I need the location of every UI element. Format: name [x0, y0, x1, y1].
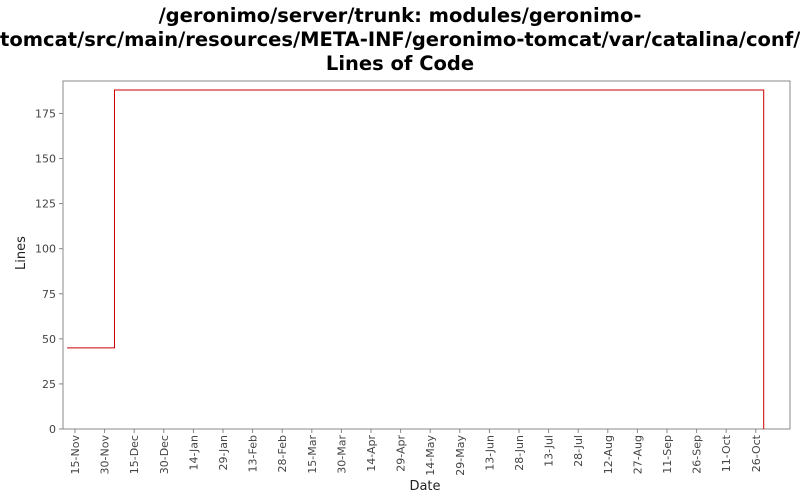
x-axis-label: Date — [409, 479, 440, 494]
x-tick-label: 29-Apr — [395, 435, 408, 472]
x-tick-label: 13-Jun — [483, 435, 496, 471]
y-tick-label: 150 — [35, 153, 56, 166]
x-tick-label: 11-Oct — [720, 434, 733, 472]
x-tick-label: 14-May — [424, 435, 437, 476]
x-tick-label: 26-Oct — [750, 434, 763, 472]
x-tick-label: 13-Feb — [247, 435, 260, 472]
x-tick-label: 15-Dec — [128, 435, 141, 474]
x-tick-label: 27-Aug — [631, 435, 644, 474]
y-tick-label: 50 — [42, 333, 56, 346]
x-tick-label: 29-Jan — [217, 435, 230, 471]
x-tick-label: 28-Jun — [513, 435, 526, 471]
y-tick-label: 75 — [42, 288, 56, 301]
y-tick-label: 100 — [35, 243, 56, 256]
x-tick-label: 14-Jan — [187, 435, 200, 471]
x-tick-label: 14-Apr — [365, 435, 378, 472]
y-tick-label: 175 — [35, 107, 56, 120]
x-tick-label: 15-Nov — [69, 435, 82, 475]
x-tick-label: 15-Mar — [306, 435, 319, 474]
y-axis: 0 25 50 75 100 125 150 175 — [35, 107, 63, 436]
x-tick-label: 28-Feb — [276, 435, 289, 472]
x-tick-label: 11-Sep — [661, 435, 674, 474]
x-tick-label: 29-May — [454, 435, 467, 476]
y-tick-label: 25 — [42, 378, 56, 391]
x-tick-label: 28-Jul — [572, 435, 585, 467]
x-tick-label: 30-Mar — [335, 435, 348, 474]
x-tick-label: 12-Aug — [602, 435, 615, 474]
x-tick-label: 30-Nov — [99, 435, 112, 475]
series-layer — [67, 89, 765, 429]
x-tick-label: 13-Jul — [543, 435, 556, 467]
x-axis: 15-Nov 30-Nov 15-Dec 30-Dec 14-Jan 29-Jan 13-F… — [69, 429, 763, 476]
series-line — [67, 89, 765, 429]
x-tick-label: 30-Dec — [158, 435, 171, 474]
chart-title-line-1: /geronimo/server/trunk: modules/geronimo… — [158, 4, 642, 27]
y-tick-label: 0 — [49, 423, 56, 436]
x-tick-label: 26-Sep — [691, 435, 704, 474]
y-tick-label: 125 — [35, 198, 56, 211]
y-axis-label: Lines — [14, 236, 29, 270]
chart-title-line-2: tomcat/src/main/resources/META-INF/geron… — [0, 28, 800, 51]
plot-area — [62, 80, 791, 430]
chart-title: /geronimo/server/trunk: modules/geronimo… — [0, 4, 800, 76]
chart-title-line-3: Lines of Code — [325, 52, 475, 75]
